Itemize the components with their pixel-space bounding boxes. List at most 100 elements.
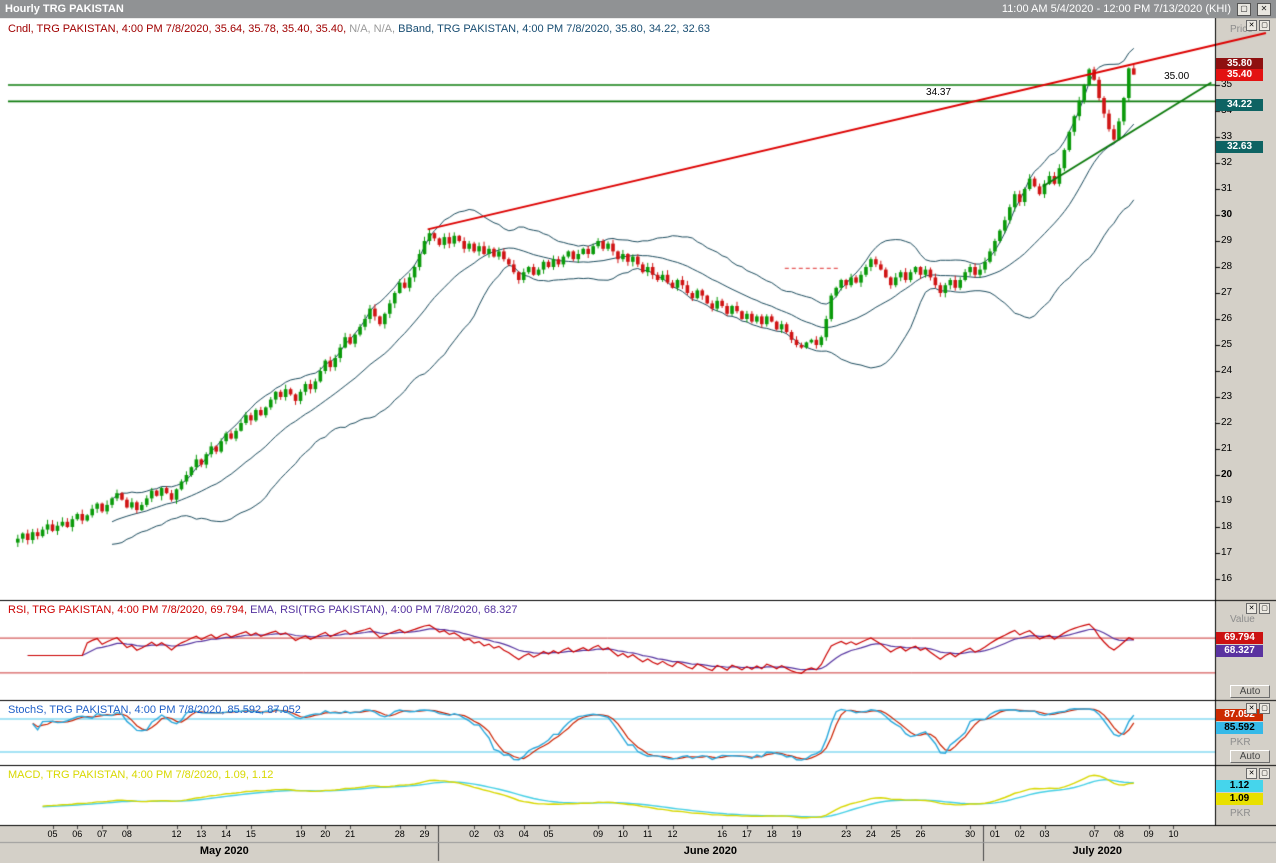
price-tick-label: 19	[1221, 495, 1233, 506]
price-tick-label: 18	[1221, 521, 1233, 532]
price-tick-label: 29	[1221, 235, 1233, 246]
xaxis-day-label: 26	[915, 829, 926, 839]
price-tick-label: 32	[1221, 157, 1233, 168]
xaxis-day-label: 12	[667, 829, 678, 839]
price-panel-legend: Cndl, TRG PAKISTAN, 4:00 PM 7/8/2020, 35…	[8, 23, 710, 35]
price-tick-label: 20	[1221, 469, 1233, 480]
rsi-axis-title: Value	[1230, 614, 1255, 625]
xaxis-day-label: 08	[121, 829, 132, 839]
stoch-legend-text: StochS, TRG PAKISTAN, 4:00 PM 7/8/2020, …	[8, 704, 301, 716]
price-tick-label: 17	[1221, 547, 1233, 558]
price-tick-label: 26	[1221, 313, 1233, 324]
candle-legend-text: Cndl, TRG PAKISTAN, 4:00 PM 7/8/2020, 35…	[8, 23, 347, 35]
xaxis-day-label: 21	[345, 829, 356, 839]
price-tick-label: 25	[1221, 339, 1233, 350]
macd-axis-badge: 1.12	[1216, 779, 1263, 792]
xaxis-day-label: 07	[97, 829, 108, 839]
titlebar[interactable]: Hourly TRG PAKISTAN 11:00 AM 5/4/2020 - …	[0, 0, 1276, 18]
xaxis-month-label: July 2020	[1072, 845, 1123, 857]
stoch-auto-button[interactable]: Auto	[1230, 750, 1270, 763]
price-tick-label: 31	[1221, 183, 1233, 194]
panel-maximize-icon[interactable]: ▢	[1259, 603, 1270, 614]
price-tick-label: 35	[1221, 79, 1233, 90]
xaxis-day-label: 20	[320, 829, 331, 839]
xaxis-day-label: 08	[1113, 829, 1124, 839]
panel-close-icon[interactable]: ✕	[1246, 768, 1257, 779]
maximize-icon[interactable]: ▢	[1237, 2, 1251, 16]
xaxis-day-label: 13	[196, 829, 207, 839]
stoch-axis-title: PKR	[1230, 737, 1251, 749]
xaxis-day-label: 10	[1168, 829, 1179, 839]
xaxis-day-label: 25	[890, 829, 901, 839]
macd-axis-title: PKR	[1230, 807, 1251, 819]
xaxis-day-label: 16	[717, 829, 728, 839]
price-annotation: 35.00	[1164, 71, 1190, 82]
xaxis-day-label: 01	[989, 829, 1000, 839]
xaxis-day-label: 11	[643, 829, 653, 839]
xaxis-month-label: June 2020	[683, 845, 737, 857]
xaxis-day-label: 04	[518, 829, 529, 839]
price-tick-label: 30	[1221, 209, 1233, 220]
xaxis-day-label: 06	[72, 829, 83, 839]
xaxis-day-label: 17	[741, 829, 752, 839]
stoch-panel-legend: StochS, TRG PAKISTAN, 4:00 PM 7/8/2020, …	[8, 704, 301, 716]
panel-close-icon[interactable]: ✕	[1246, 20, 1257, 31]
xaxis-day-label: 09	[593, 829, 604, 839]
price-tick-label: 33	[1221, 131, 1233, 142]
xaxis-day-label: 05	[543, 829, 554, 839]
panel-maximize-icon[interactable]: ▢	[1259, 20, 1270, 31]
xaxis-day-label: 12	[171, 829, 182, 839]
xaxis-day-label: 09	[1143, 829, 1154, 839]
macd-panel-legend: MACD, TRG PAKISTAN, 4:00 PM 7/8/2020, 1.…	[8, 769, 273, 781]
date-range-label: 11:00 AM 5/4/2020 - 12:00 PM 7/13/2020 (…	[1001, 3, 1231, 15]
price-tick-label: 28	[1221, 261, 1233, 272]
stoch-axis-badge: 85.592	[1216, 722, 1263, 735]
xaxis-month-label: May 2020	[199, 845, 249, 857]
price-tick-label: 27	[1221, 287, 1233, 298]
xaxis-day-label: 18	[766, 829, 777, 839]
xaxis-day-label: 15	[245, 829, 256, 839]
xaxis-day-label: 03	[1039, 829, 1050, 839]
xaxis-day-label: 19	[791, 829, 802, 839]
xaxis-day-label: 02	[1014, 829, 1025, 839]
xaxis-day-label: 07	[1089, 829, 1100, 839]
xaxis-day-label: 30	[965, 829, 976, 839]
price-tick-label: 22	[1221, 417, 1233, 428]
xaxis-day-label: 23	[841, 829, 852, 839]
xaxis-day-label: 24	[865, 829, 876, 839]
price-axis-badge: 35.40	[1216, 68, 1263, 81]
xaxis-day-label: 19	[295, 829, 306, 839]
price-annotation: 34.37	[926, 87, 952, 99]
price-tick-label: 24	[1221, 365, 1233, 376]
xaxis-day-label: 05	[47, 829, 58, 839]
xaxis-day-label: 28	[394, 829, 405, 839]
price-tick-label: 21	[1221, 443, 1233, 454]
panel-close-icon[interactable]: ✕	[1246, 703, 1257, 714]
xaxis-day-label: 10	[617, 829, 628, 839]
rsi-legend-text: RSI, TRG PAKISTAN, 4:00 PM 7/8/2020, 69.…	[8, 604, 248, 616]
price-axis-badge: 34.22	[1216, 99, 1263, 112]
price-axis-badge: 32.63	[1216, 140, 1263, 153]
price-tick-label: 23	[1221, 391, 1233, 402]
macd-legend-text: MACD, TRG PAKISTAN, 4:00 PM 7/8/2020, 1.…	[8, 769, 274, 781]
rsi-axis-badge: 69.794	[1216, 632, 1263, 645]
macd-axis-badge: 1.09	[1216, 792, 1263, 805]
panel-maximize-icon[interactable]: ▢	[1259, 703, 1270, 714]
price-tick-label: 16	[1221, 573, 1233, 584]
close-icon[interactable]: ✕	[1257, 2, 1271, 16]
price-axis-title: Price	[1230, 24, 1253, 35]
xaxis-day-label: 29	[419, 829, 430, 839]
price-axis-badge: 35.80	[1216, 58, 1263, 71]
rsi-auto-button[interactable]: Auto	[1230, 685, 1270, 698]
candle-legend-na-text: N/A, N/A,	[349, 23, 396, 35]
xaxis-day-label: 03	[493, 829, 504, 839]
panel-maximize-icon[interactable]: ▢	[1259, 768, 1270, 779]
xaxis-day-label: 02	[469, 829, 480, 839]
xaxis-day-label: 14	[221, 829, 232, 839]
panel-close-icon[interactable]: ✕	[1246, 603, 1257, 614]
window-title: Hourly TRG PAKISTAN	[5, 3, 124, 15]
rsi-axis-badge: 68.327	[1216, 645, 1263, 658]
bband-legend-text: BBand, TRG PAKISTAN, 4:00 PM 7/8/2020, 3…	[398, 23, 710, 35]
